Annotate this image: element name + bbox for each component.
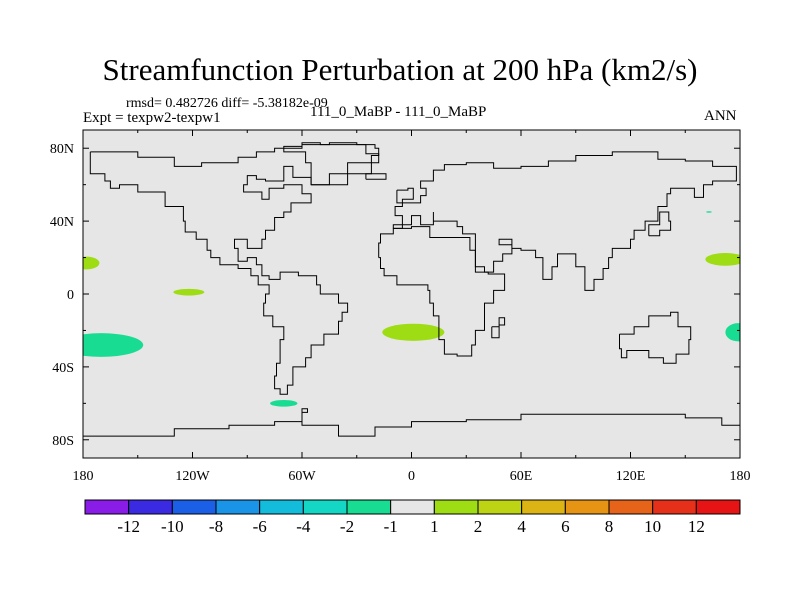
anomaly-region-3	[270, 400, 298, 407]
colorbar-swatch-10	[521, 499, 566, 515]
colorbar-label-0: -12	[117, 517, 140, 536]
anomaly-region-1	[173, 288, 205, 296]
colorbar-swatch-9	[477, 499, 523, 515]
colorbar-swatch-11	[564, 499, 610, 515]
anomaly-region-2	[83, 333, 144, 357]
x-tick-label-4: 60E	[510, 469, 533, 484]
period-label: 111_0_MaBP - 111_0_MaBP	[310, 104, 487, 120]
x-tick-label-6: 180	[730, 469, 751, 484]
anomaly-region-5	[705, 253, 740, 266]
colorbar-label-2: -8	[209, 517, 223, 536]
colorbar-label-5: -2	[340, 517, 354, 536]
colorbar-swatch-13	[652, 499, 697, 515]
y-tick-label-4: 80S	[52, 434, 74, 449]
colorbar-label-3: -6	[253, 517, 267, 536]
colorbar-swatch-5	[302, 499, 348, 515]
y-tick-label-0: 80N	[50, 142, 74, 157]
colorbar-label-8: 2	[474, 517, 483, 536]
x-tick-label-5: 120E	[616, 469, 646, 484]
colorbar-label-11: 8	[605, 517, 614, 536]
x-tick-label-1: 120W	[175, 469, 210, 484]
colorbar-swatch-0	[84, 499, 130, 515]
coastline-2	[378, 226, 506, 357]
x-tick-label-2: 60W	[288, 469, 316, 484]
colorbar-swatch-14	[695, 499, 741, 515]
colorbar-swatch-8	[433, 499, 479, 515]
colorbar-swatch-12	[608, 499, 654, 515]
anomaly-region-7	[706, 211, 712, 213]
coastline-0	[89, 142, 380, 395]
x-tick-label-0: 180	[73, 469, 94, 484]
colorbar-label-9: 4	[517, 517, 526, 536]
colorbar-label-13: 12	[688, 517, 705, 536]
coastline-9	[365, 173, 387, 180]
coastline-3	[491, 317, 506, 339]
x-tick-label-3: 0	[408, 469, 415, 484]
colorbar-swatch-7	[390, 499, 435, 515]
y-tick-label-1: 40N	[50, 215, 74, 230]
anomaly-region-0	[83, 256, 100, 270]
coastline-8	[648, 211, 672, 237]
colorbar-swatch-4	[259, 499, 304, 515]
coastline-5	[283, 142, 380, 186]
colorbar-label-12: 10	[644, 517, 661, 536]
colorbar-swatch-1	[128, 499, 173, 515]
colorbar-label-4: -4	[296, 517, 311, 536]
colorbar-label-1: -10	[161, 517, 184, 536]
experiment-label: Expt = texpw2-texpw1	[83, 110, 221, 126]
colorbar-label-7: 1	[430, 517, 439, 536]
y-tick-label-2: 0	[67, 288, 74, 303]
coastline-4	[619, 311, 692, 364]
season-label: ANN	[704, 108, 737, 124]
colorbar-label-10: 6	[561, 517, 570, 536]
coastline-7	[396, 187, 414, 204]
anomaly-region-4	[382, 323, 445, 341]
colorbar-swatch-6	[346, 499, 392, 515]
rmsd-diff-label: rmsd= 0.482726 diff= -5.38182e-09	[126, 96, 328, 111]
chart-title: Streamfunction Perturbation at 200 hPa (…	[102, 52, 698, 87]
coastline-6	[83, 408, 740, 437]
colorbar-swatch-2	[171, 499, 217, 515]
colorbar-label-6: -1	[384, 517, 398, 536]
y-tick-label-3: 40S	[52, 361, 74, 376]
anomaly-region-6	[725, 323, 740, 342]
colorbar-swatch-3	[215, 499, 261, 515]
